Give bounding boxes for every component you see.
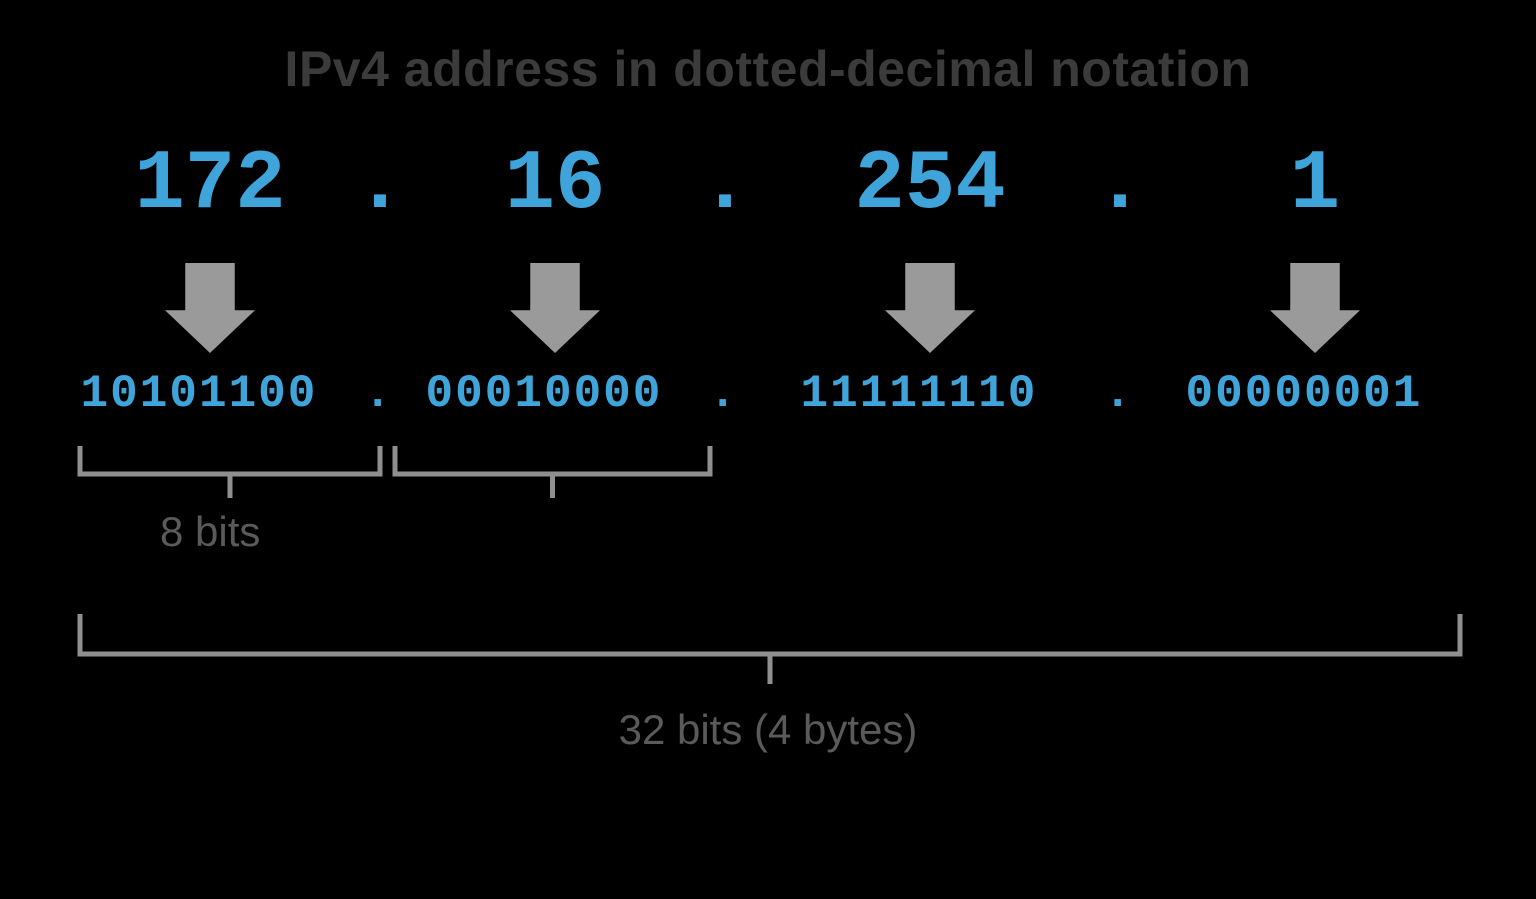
down-arrow-icon <box>510 263 600 353</box>
binary-dot-1: . <box>709 368 739 420</box>
octet-binary-3: 00000001 <box>1186 368 1423 420</box>
down-arrow-icon <box>885 263 975 353</box>
bracket-8bits-svg <box>60 438 1476 498</box>
binary-row: 10101100 . 00010000 . 11111110 . 0000000… <box>60 368 1476 438</box>
binary-dot-2: . <box>1104 368 1134 420</box>
dot-0: . <box>350 138 410 233</box>
arrow-row <box>60 258 1476 368</box>
octet-decimal-3: 1 <box>1195 138 1435 233</box>
down-arrow-icon <box>165 263 255 353</box>
label-32bits: 32 bits (4 bytes) <box>60 706 1476 754</box>
dot-2: . <box>1090 138 1150 233</box>
dot-1: . <box>695 138 755 233</box>
binary-dot-0: . <box>364 368 394 420</box>
octet-decimal-2: 254 <box>810 138 1050 233</box>
small-brackets <box>60 438 1476 498</box>
bracket-icon <box>395 446 710 498</box>
bracket-icon <box>80 614 1460 684</box>
octet-binary-1: 00010000 <box>426 368 663 420</box>
diagram-title: IPv4 address in dotted-decimal notation <box>60 40 1476 98</box>
bracket-32bits-svg <box>60 606 1476 686</box>
down-arrow-icon <box>1270 263 1360 353</box>
octet-decimal-1: 16 <box>435 138 675 233</box>
arrows-svg <box>60 258 1476 368</box>
decimal-row: 172 . 16 . 254 . 1 <box>60 138 1476 258</box>
ipv4-diagram: IPv4 address in dotted-decimal notation … <box>60 40 1476 754</box>
octet-binary-0: 10101100 <box>81 368 318 420</box>
octet-decimal-0: 172 <box>90 138 330 233</box>
octet-binary-2: 11111110 <box>801 368 1038 420</box>
bracket-icon <box>80 446 380 498</box>
large-bracket <box>60 606 1476 686</box>
label-8bits: 8 bits <box>160 508 1536 556</box>
